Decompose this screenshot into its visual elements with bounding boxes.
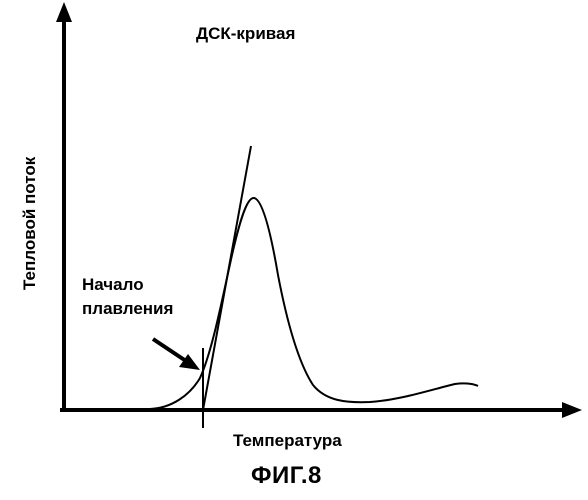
tangent-line [203, 146, 251, 410]
annotation-line-2: плавления [82, 297, 173, 321]
figure-caption: ФИГ.8 [251, 462, 322, 490]
annotation-line-1: Начало [82, 273, 173, 297]
x-axis-arrowhead [562, 402, 582, 418]
onset-arrow-shaft [153, 339, 186, 361]
y-axis-arrowhead [56, 2, 72, 22]
x-axis-label: Температура [233, 431, 342, 451]
y-axis-label: Тепловой поток [20, 157, 40, 290]
melting-onset-annotation: Начало плавления [82, 273, 173, 321]
diagram-title: ДСК-кривая [196, 24, 295, 44]
